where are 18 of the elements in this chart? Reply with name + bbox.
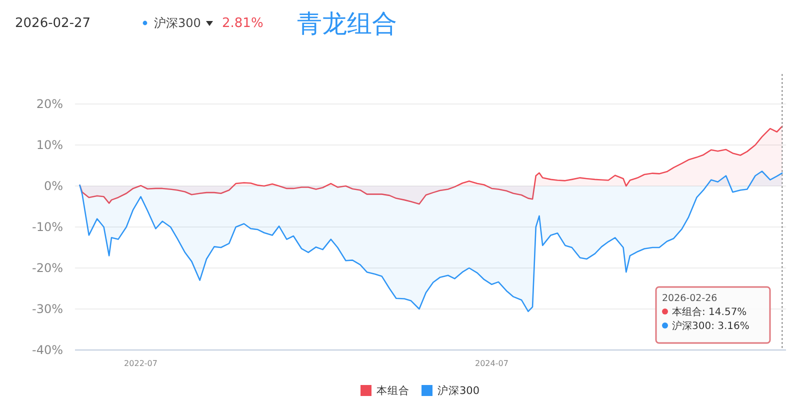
y-tick-label: 10% [36,138,63,152]
x-tick-label: 2022-07 [124,359,158,368]
annotation: 沪深300: 3.16% [672,320,750,332]
annotation: 2026-02-26 [662,293,718,304]
y-tick-label: 0% [44,179,63,193]
text: 2.81% [222,16,264,31]
chart-title: 青龙组合 [297,9,397,38]
y-tick-label: -20% [32,261,63,275]
y-tick-label: -10% [32,220,63,234]
x-tick-label: 2024-07 [474,359,508,368]
legend-label: 本组合 [376,384,410,397]
text: 2026-02-27 [15,16,91,31]
y-tick-label: -30% [32,302,63,316]
y-tick-label: 20% [36,97,63,111]
y-tick-label: -40% [32,343,63,357]
annotation: 本组合: 14.57% [672,306,747,318]
legend-label: 沪深300 [438,384,480,397]
text: 沪深300 [154,16,201,30]
